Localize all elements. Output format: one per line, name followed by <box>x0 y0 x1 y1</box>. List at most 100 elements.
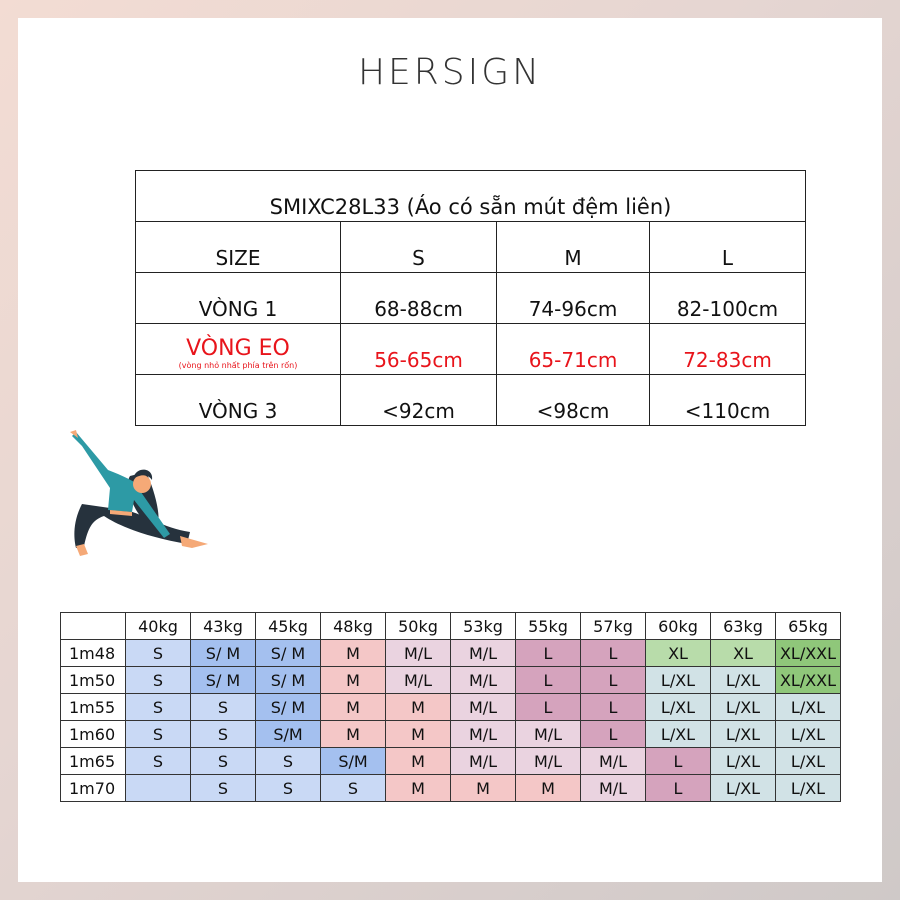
size-cell: M/L <box>385 666 451 694</box>
size-cell: S <box>190 720 256 748</box>
header-m: M <box>496 221 650 273</box>
size-cell: M/L <box>385 639 451 667</box>
size-cell: M/L <box>450 693 516 721</box>
vong-eo-label: VÒNG EO <box>186 336 290 361</box>
size-cell: XL <box>710 639 776 667</box>
size-cell: M <box>320 720 386 748</box>
header-size: SIZE <box>135 221 341 273</box>
table-row: 1m48 S S/ M S/ M M M/L M/L L L XL XL XL/XXL <box>60 639 841 667</box>
weight-header: 43kg <box>190 612 256 640</box>
size-cell: S <box>125 639 191 667</box>
size-cell: L <box>515 693 581 721</box>
table-row: 1m60 S S S/M M M M/L M/L L L/XL L/XL L/XL <box>60 720 841 748</box>
size-cell: S/ M <box>190 666 256 694</box>
size-cell: S <box>320 774 386 802</box>
size-cell: M <box>320 693 386 721</box>
size-cell: S/ M <box>190 639 256 667</box>
header-s: S <box>340 221 497 273</box>
size-cell <box>125 774 191 802</box>
size-cell: L <box>580 720 646 748</box>
size-cell: M/L <box>580 774 646 802</box>
size-cell: L <box>580 666 646 694</box>
size-cell: L <box>580 693 646 721</box>
size-cell: XL/XXL <box>775 639 841 667</box>
yoga-woman-illustration <box>70 430 208 556</box>
table-row: 1m65 S S S S/M M M/L M/L M/L L L/XL L/XL <box>60 747 841 775</box>
size-cell: L/XL <box>775 774 841 802</box>
row-label-vong-eo: VÒNG EO (vòng nhỏ nhất phía trên rốn) <box>135 323 341 375</box>
weight-header: 55kg <box>515 612 581 640</box>
weight-header: 48kg <box>320 612 386 640</box>
size-cell: M <box>515 774 581 802</box>
size-cell: S/M <box>255 720 321 748</box>
size-cell: L <box>645 774 711 802</box>
table-row: 1m50 S S/ M S/ M M M/L M/L L L L/XL L/XL XL/XXL <box>60 666 841 694</box>
height-label: 1m48 <box>60 639 126 667</box>
size-cell: L/XL <box>710 720 776 748</box>
weight-header: 40kg <box>125 612 191 640</box>
size-cell: M <box>385 747 451 775</box>
size-cell: M <box>320 666 386 694</box>
size-cell: L/XL <box>775 693 841 721</box>
table-row: 1m55 S S S/ M M M M/L L L L/XL L/XL L/XL <box>60 693 841 721</box>
size-cell: M/L <box>450 639 516 667</box>
cell: 72-83cm <box>649 323 806 375</box>
size-cell: M <box>385 693 451 721</box>
size-cell: L/XL <box>645 666 711 694</box>
size-cell: M <box>385 720 451 748</box>
size-cell: S <box>125 747 191 775</box>
height-label: 1m55 <box>60 693 126 721</box>
size-cell: M/L <box>580 747 646 775</box>
size-cell: M/L <box>450 720 516 748</box>
height-label: 1m65 <box>60 747 126 775</box>
size-cell: S <box>255 774 321 802</box>
size-cell: L/XL <box>645 720 711 748</box>
size-cell: L/XL <box>710 747 776 775</box>
weight-header: 60kg <box>645 612 711 640</box>
cell: 65-71cm <box>496 323 650 375</box>
size-cell: L/XL <box>710 693 776 721</box>
size-cell: L/XL <box>710 666 776 694</box>
height-label: 1m60 <box>60 720 126 748</box>
brand-logo: HERSIGN <box>357 52 543 93</box>
size-cell: M/L <box>515 747 581 775</box>
size-cell: S/ M <box>255 639 321 667</box>
weight-header: 65kg <box>775 612 841 640</box>
size-cell: XL <box>645 639 711 667</box>
size-cell: S <box>190 693 256 721</box>
size-cell: L/XL <box>775 747 841 775</box>
size-cell: S/ M <box>255 693 321 721</box>
size-cell: S <box>190 747 256 775</box>
cell: 74-96cm <box>496 272 650 324</box>
vong-eo-note: (vòng nhỏ nhất phía trên rốn) <box>178 361 298 370</box>
corner-cell <box>60 612 126 640</box>
cell: <110cm <box>649 374 806 426</box>
height-label: 1m70 <box>60 774 126 802</box>
size-table-title: SMIXC28L33 (Áo có sẵn mút đệm liên) <box>135 170 806 222</box>
size-cell: XL/XXL <box>775 666 841 694</box>
size-cell: S/M <box>320 747 386 775</box>
cell: <92cm <box>340 374 497 426</box>
weight-header: 57kg <box>580 612 646 640</box>
size-cell: S <box>255 747 321 775</box>
header-l: L <box>649 221 806 273</box>
size-cell: L <box>580 639 646 667</box>
size-cell: M/L <box>515 720 581 748</box>
row-label-vong3: VÒNG 3 <box>135 374 341 426</box>
weight-header: 63kg <box>710 612 776 640</box>
size-cell: S <box>125 720 191 748</box>
height-weight-size-table: 40kg 43kg 45kg 48kg 50kg 53kg 55kg 57kg 60kg 63kg… <box>60 612 841 802</box>
cell: <98cm <box>496 374 650 426</box>
table-row: 1m70 S S S M M M M/L L L/XL L/XL <box>60 774 841 802</box>
size-cell: M/L <box>450 666 516 694</box>
size-cell: S <box>190 774 256 802</box>
cell: 56-65cm <box>340 323 497 375</box>
size-cell: M <box>450 774 516 802</box>
size-cell: L/XL <box>710 774 776 802</box>
size-cell: L <box>515 639 581 667</box>
cell: 68-88cm <box>340 272 497 324</box>
size-cell: S/ M <box>255 666 321 694</box>
size-cell: M <box>385 774 451 802</box>
row-label-vong1: VÒNG 1 <box>135 272 341 324</box>
size-cell: L/XL <box>645 693 711 721</box>
